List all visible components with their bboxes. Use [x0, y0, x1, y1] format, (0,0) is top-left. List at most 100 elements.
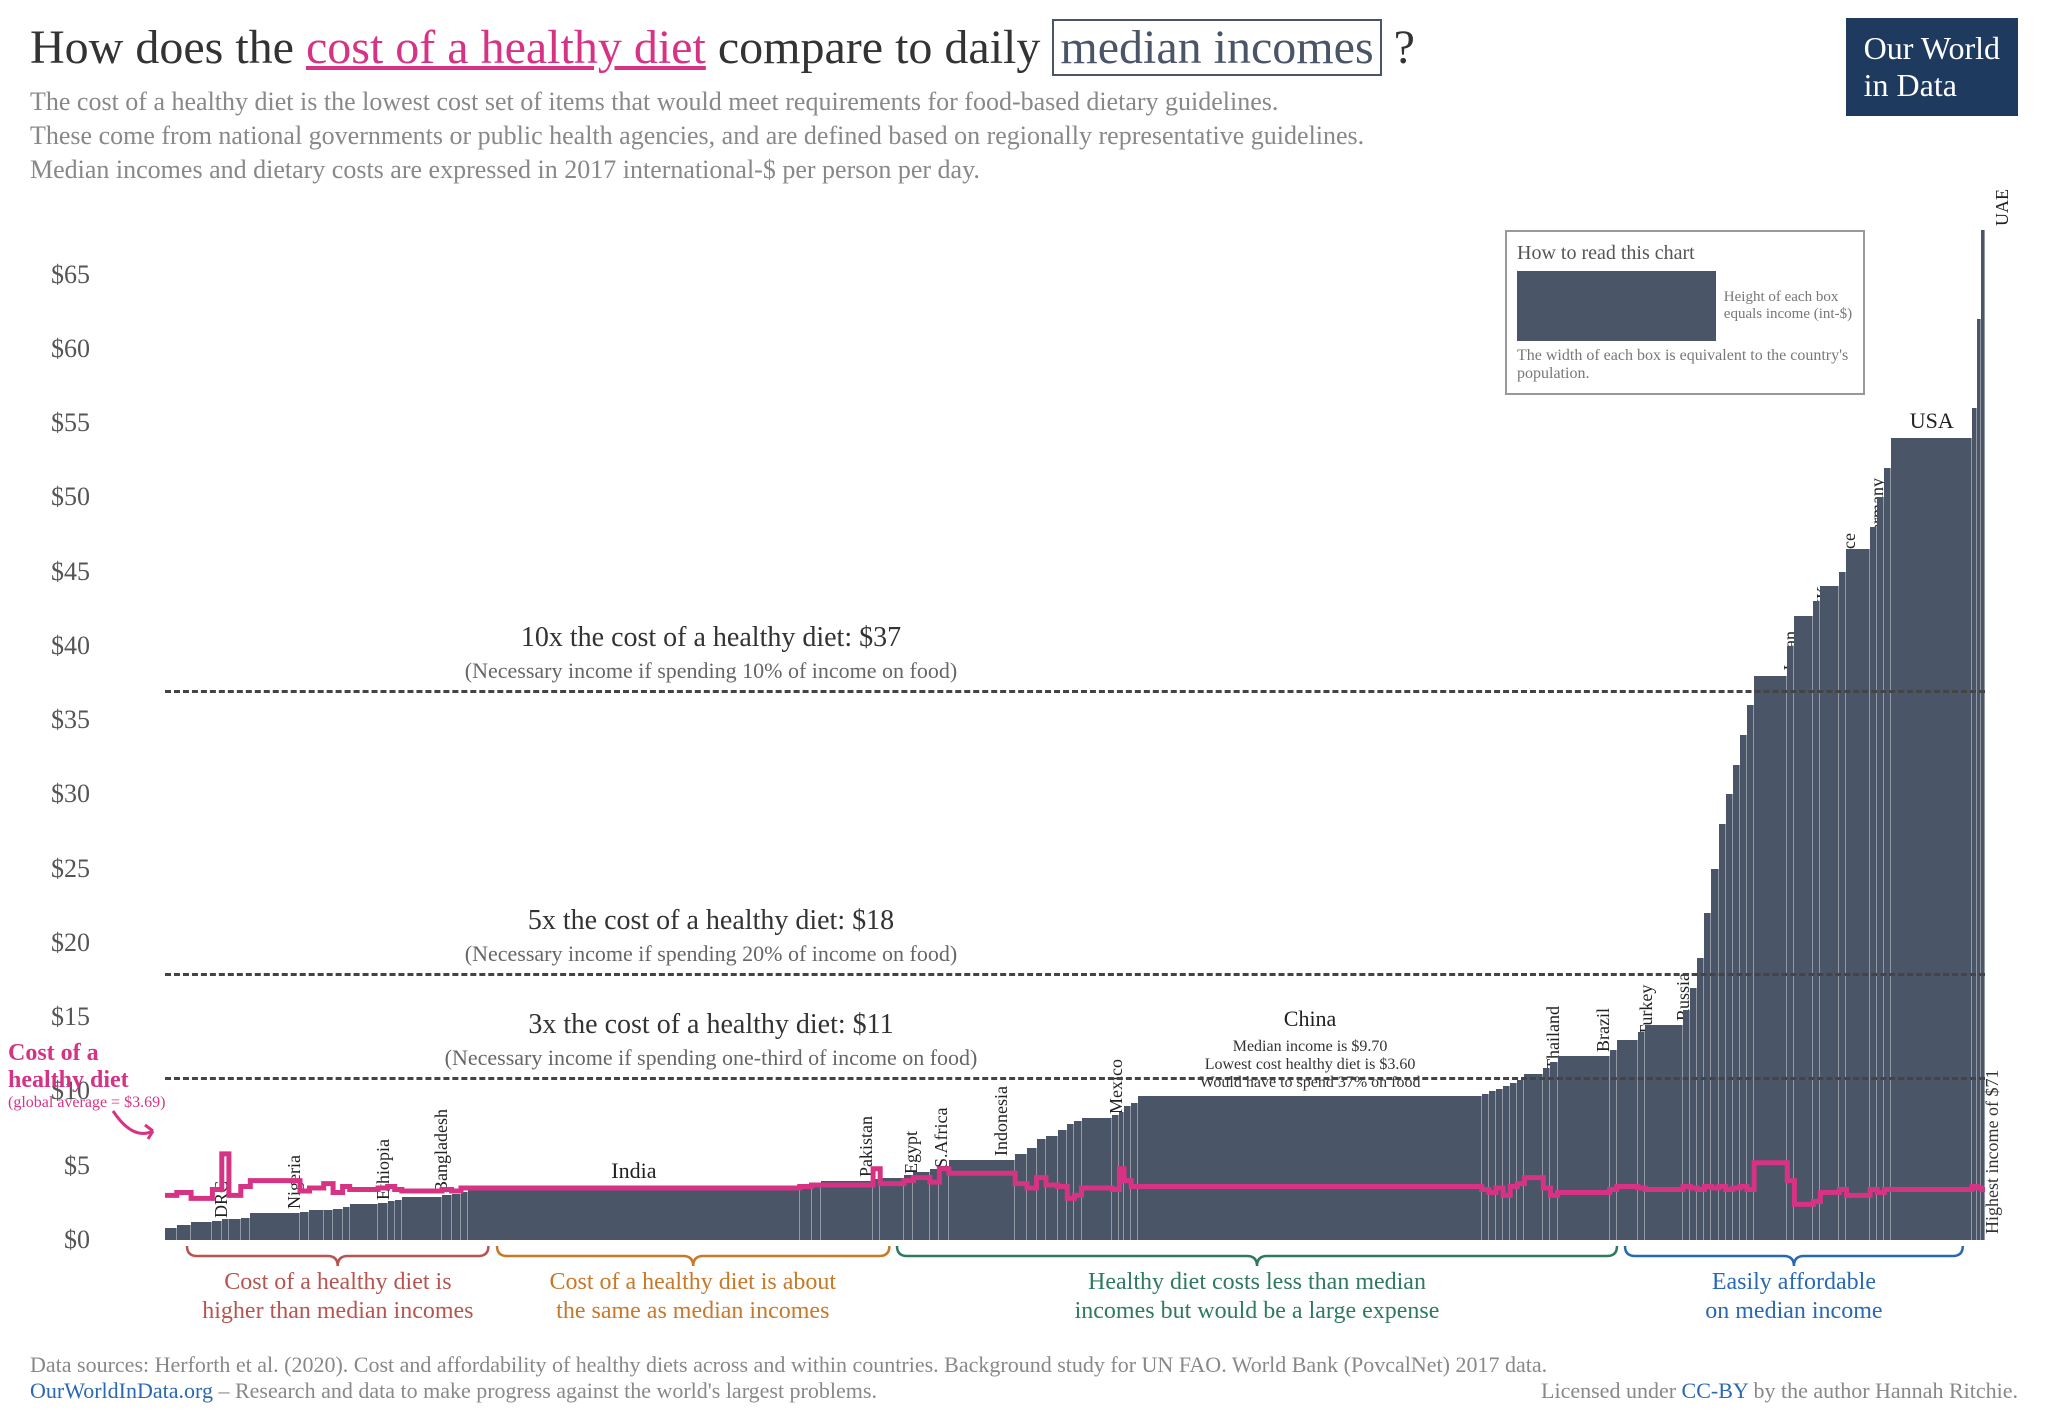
legend-width-note: The width of each box is equivalent to t…: [1517, 347, 1853, 383]
header: How does the cost of a healthy diet comp…: [30, 20, 2018, 186]
country-bar: [913, 1172, 930, 1240]
country-bar: [1683, 1010, 1690, 1240]
country-bar: [1884, 468, 1891, 1240]
country-bar: [1870, 527, 1877, 1240]
country-bar: [1740, 735, 1747, 1240]
country-bar: [1524, 1074, 1543, 1240]
legend-box: How to read this chart Height of each bo…: [1505, 230, 1865, 395]
reference-label: 10x the cost of a healthy diet: $37(Nece…: [465, 622, 957, 686]
country-bar: [812, 1184, 821, 1240]
country-bar: [309, 1210, 323, 1240]
chart-subtitle: The cost of a healthy diet is the lowest…: [30, 85, 2018, 186]
country-bar: [1027, 1148, 1036, 1240]
footer-tagline: – Research and data to make progress aga…: [213, 1378, 877, 1403]
country-bar: [165, 1228, 177, 1240]
country-bar: [873, 1179, 880, 1240]
y-tick: $0: [64, 1225, 90, 1255]
country-bar: [930, 1169, 939, 1240]
country-bar: [1503, 1086, 1510, 1240]
china-annotation: Median income is $9.70Lowest cost health…: [1200, 1038, 1421, 1092]
footer-license-pre: Licensed under: [1541, 1378, 1682, 1403]
country-bar: [191, 1222, 212, 1240]
y-tick: $60: [51, 334, 90, 364]
legend-title: How to read this chart: [1517, 242, 1853, 265]
bar-label: Pakistan: [856, 1116, 877, 1177]
country-bar: [1037, 1139, 1046, 1240]
footer-license-link[interactable]: CC-BY: [1682, 1378, 1748, 1403]
country-bar: [1138, 1096, 1481, 1240]
country-bar: [1058, 1130, 1067, 1240]
country-bar: [402, 1197, 442, 1240]
logo-line-1: Our World: [1864, 30, 2000, 67]
cost-label-l1: Cost of a: [8, 1040, 165, 1067]
country-bar: [800, 1185, 812, 1240]
country-bar: [904, 1175, 913, 1240]
country-bar: [1112, 1115, 1119, 1240]
y-tick: $15: [51, 1002, 90, 1032]
country-bar: [1726, 794, 1733, 1240]
country-bar: [1131, 1103, 1138, 1240]
logo-line-2: in Data: [1864, 67, 2000, 104]
y-tick: $40: [51, 631, 90, 661]
bar-label: Bangladesh: [431, 1109, 452, 1193]
country-bar: [1839, 572, 1846, 1240]
country-bar: [378, 1203, 387, 1240]
country-bar: [452, 1194, 461, 1240]
country-bar: [1517, 1080, 1524, 1240]
legend-rect: [1517, 271, 1716, 341]
bar-label: Indonesia: [991, 1086, 1012, 1156]
country-bar: [1489, 1091, 1496, 1240]
bar-label: Brazil: [1593, 1008, 1614, 1052]
country-bar: [1074, 1121, 1081, 1240]
bar-label: China: [1284, 1006, 1337, 1032]
y-tick: $55: [51, 408, 90, 438]
reference-line: [165, 1077, 1985, 1080]
country-bar: [468, 1188, 800, 1240]
country-bar: [250, 1213, 300, 1240]
country-bar: [1719, 824, 1726, 1240]
footer-license-post: by the author Hannah Ritchie.: [1748, 1378, 2018, 1403]
subtitle-line-2: These come from national governments or …: [30, 119, 2018, 153]
bracket-label: Cost of a healthy diet is aboutthe same …: [493, 1268, 893, 1326]
y-tick: $35: [51, 705, 90, 735]
chart-title: How does the cost of a healthy diet comp…: [30, 20, 2018, 75]
footer-site-link[interactable]: OurWorldInData.org: [30, 1378, 213, 1403]
country-bar: [1638, 1032, 1645, 1240]
country-bar: [1697, 958, 1704, 1240]
bar-label: Egypt: [901, 1131, 922, 1174]
country-bar: [241, 1218, 250, 1240]
y-tick: $20: [51, 928, 90, 958]
country-bar: [1543, 1068, 1550, 1240]
country-bar: [1124, 1106, 1131, 1240]
subtitle-line-3: Median incomes and dietary costs are exp…: [30, 153, 2018, 187]
country-bar: [1510, 1083, 1517, 1240]
country-bar: [1813, 601, 1820, 1240]
country-bar: [821, 1181, 873, 1240]
country-bar: [1754, 676, 1787, 1240]
country-bar: [880, 1178, 904, 1240]
country-bar: [395, 1200, 402, 1240]
country-bar: [1496, 1089, 1503, 1241]
title-mid: compare to daily: [706, 21, 1053, 74]
country-bar: [1787, 646, 1794, 1240]
title-pink: cost of a healthy diet: [306, 21, 706, 74]
country-bar: [177, 1225, 191, 1240]
reference-line: [165, 690, 1985, 693]
country-bar: [388, 1201, 395, 1240]
country-bar: [1877, 497, 1884, 1240]
owid-logo: Our World in Data: [1846, 18, 2018, 116]
country-bar: [1558, 1056, 1610, 1240]
cost-line-label: Cost of a healthy diet (global average =…: [8, 1040, 165, 1112]
subtitle-line-1: The cost of a healthy diet is the lowest…: [30, 85, 2018, 119]
country-bar: [343, 1207, 350, 1240]
country-bar: [1711, 869, 1718, 1240]
country-bar: [1015, 1154, 1027, 1240]
y-tick: $5: [64, 1151, 90, 1181]
country-bar: [1645, 1025, 1683, 1240]
country-bar: [1067, 1124, 1074, 1240]
country-bar: [1550, 1062, 1557, 1240]
country-bar: [949, 1160, 1015, 1240]
country-bar: [324, 1210, 333, 1240]
country-bar: [939, 1166, 948, 1240]
y-tick: $45: [51, 557, 90, 587]
